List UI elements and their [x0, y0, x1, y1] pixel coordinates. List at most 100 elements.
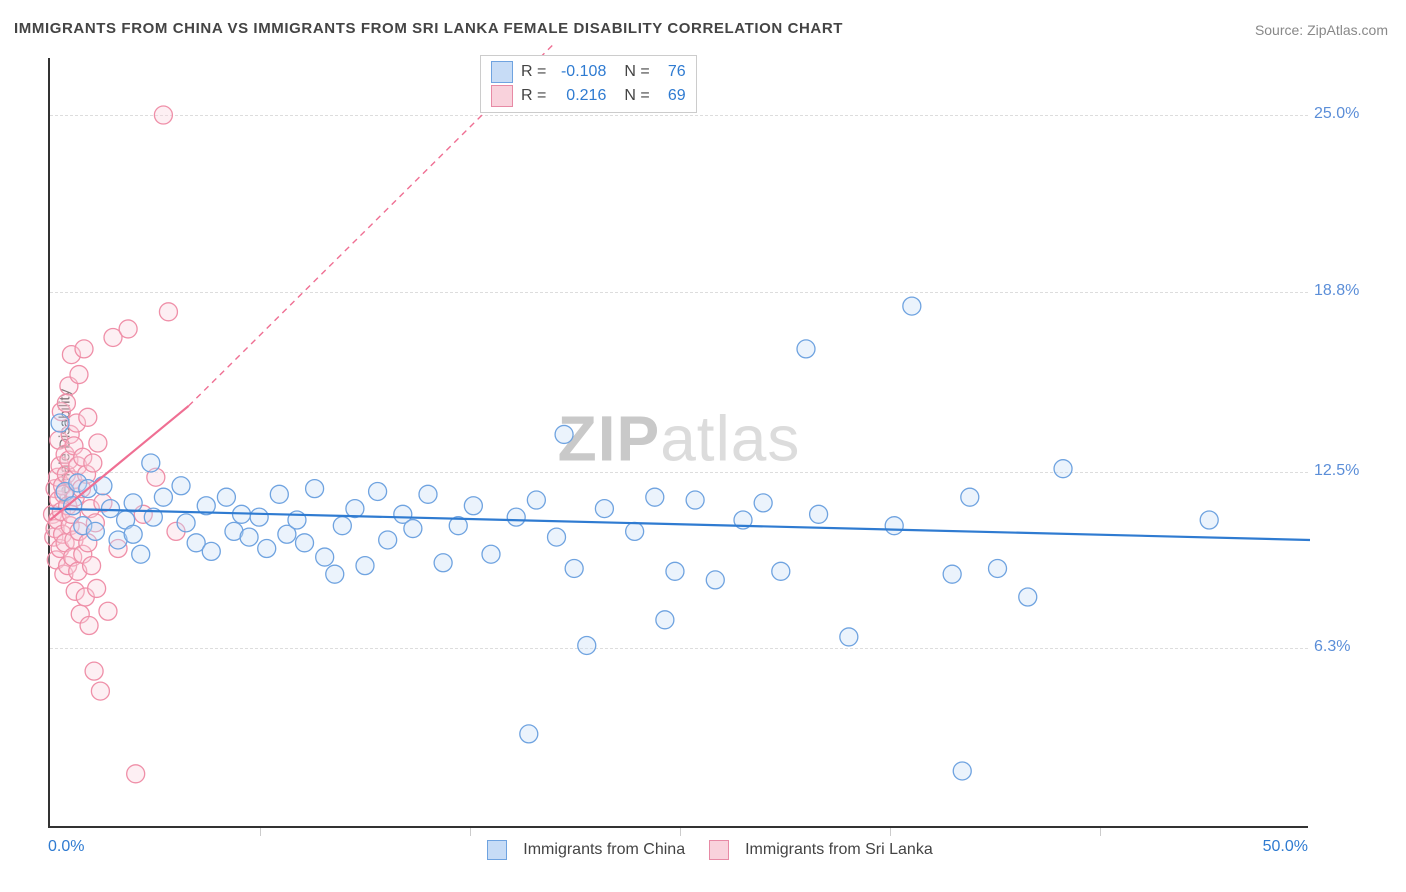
data-point-china	[346, 500, 364, 518]
y-tick-label: 6.3%	[1314, 638, 1356, 656]
data-point-china	[961, 488, 979, 506]
chart-svg	[50, 58, 1308, 826]
data-point-srilanka	[79, 408, 97, 426]
data-point-china	[548, 528, 566, 546]
data-point-china	[124, 494, 142, 512]
n-label-1: N =	[624, 84, 649, 108]
data-point-china	[1019, 588, 1037, 606]
data-point-china	[840, 628, 858, 646]
data-point-china	[578, 636, 596, 654]
data-point-china	[772, 562, 790, 580]
data-point-srilanka	[85, 662, 103, 680]
stats-legend-row-0: R = -0.108 N = 76	[491, 60, 686, 84]
data-point-srilanka	[84, 454, 102, 472]
data-point-china	[434, 554, 452, 572]
plot-area: ZIPatlas R = -0.108 N = 76 R = 0.216 N =…	[48, 58, 1308, 828]
data-point-china	[258, 540, 276, 558]
data-point-china	[124, 525, 142, 543]
data-point-china	[797, 340, 815, 358]
data-point-china	[626, 522, 644, 540]
data-point-china	[177, 514, 195, 532]
r-value-1: 0.216	[546, 84, 606, 108]
data-point-china	[132, 545, 150, 563]
series-legend: Immigrants from China Immigrants from Sr…	[0, 840, 1406, 860]
stats-legend-row-1: R = 0.216 N = 69	[491, 84, 686, 108]
data-point-china	[482, 545, 500, 563]
n-value-0: 76	[650, 60, 686, 84]
data-point-china	[565, 559, 583, 577]
data-point-china	[250, 508, 268, 526]
data-point-china	[202, 542, 220, 560]
n-value-1: 69	[650, 84, 686, 108]
data-point-srilanka	[75, 340, 93, 358]
n-label-0: N =	[624, 60, 649, 84]
series-swatch-0	[487, 840, 507, 860]
data-point-china	[217, 488, 235, 506]
data-point-china	[595, 500, 613, 518]
r-label-1: R =	[521, 84, 546, 108]
data-point-srilanka	[70, 366, 88, 384]
stats-legend: R = -0.108 N = 76 R = 0.216 N = 69	[480, 55, 697, 113]
data-point-china	[810, 505, 828, 523]
data-point-china	[885, 517, 903, 535]
y-tick-label: 18.8%	[1314, 282, 1356, 300]
data-point-china	[419, 485, 437, 503]
y-tick-label: 25.0%	[1314, 105, 1356, 123]
data-point-china	[666, 562, 684, 580]
chart-title: IMMIGRANTS FROM CHINA VS IMMIGRANTS FROM…	[14, 20, 843, 37]
data-point-china	[1054, 460, 1072, 478]
series-swatch-1	[709, 840, 729, 860]
data-point-china	[316, 548, 334, 566]
data-point-srilanka	[154, 106, 172, 124]
data-point-srilanka	[57, 394, 75, 412]
y-tick-label: 12.5%	[1314, 462, 1356, 480]
data-point-china	[527, 491, 545, 509]
series-label-0: Immigrants from China	[523, 841, 685, 859]
data-point-china	[656, 611, 674, 629]
data-point-china	[51, 414, 69, 432]
data-point-china	[903, 297, 921, 315]
data-point-srilanka	[83, 557, 101, 575]
data-point-china	[172, 477, 190, 495]
data-point-srilanka	[119, 320, 137, 338]
data-point-china	[953, 762, 971, 780]
series-label-1: Immigrants from Sri Lanka	[745, 841, 933, 859]
source-label: Source: ZipAtlas.com	[1255, 22, 1388, 38]
data-point-srilanka	[91, 682, 109, 700]
data-point-china	[142, 454, 160, 472]
chart-container: IMMIGRANTS FROM CHINA VS IMMIGRANTS FROM…	[0, 0, 1406, 892]
stats-swatch-1	[491, 85, 513, 107]
data-point-china	[270, 485, 288, 503]
data-point-china	[154, 488, 172, 506]
data-point-china	[326, 565, 344, 583]
data-point-srilanka	[80, 617, 98, 635]
data-point-china	[464, 497, 482, 515]
data-point-china	[296, 534, 314, 552]
data-point-srilanka	[89, 434, 107, 452]
data-point-srilanka	[88, 579, 106, 597]
data-point-china	[754, 494, 772, 512]
data-point-china	[404, 520, 422, 538]
data-point-china	[94, 477, 112, 495]
data-point-china	[646, 488, 664, 506]
data-point-china	[686, 491, 704, 509]
data-point-china	[333, 517, 351, 535]
r-label-0: R =	[521, 60, 546, 84]
data-point-china	[379, 531, 397, 549]
data-point-srilanka	[127, 765, 145, 783]
data-point-china	[1200, 511, 1218, 529]
data-point-china	[507, 508, 525, 526]
data-point-china	[989, 559, 1007, 577]
stats-swatch-0	[491, 61, 513, 83]
data-point-srilanka	[159, 303, 177, 321]
data-point-china	[356, 557, 374, 575]
data-point-china	[240, 528, 258, 546]
data-point-china	[520, 725, 538, 743]
data-point-china	[943, 565, 961, 583]
data-point-china	[369, 482, 387, 500]
data-point-china	[555, 425, 573, 443]
data-point-china	[86, 522, 104, 540]
data-point-china	[101, 500, 119, 518]
data-point-china	[706, 571, 724, 589]
data-point-china	[306, 480, 324, 498]
